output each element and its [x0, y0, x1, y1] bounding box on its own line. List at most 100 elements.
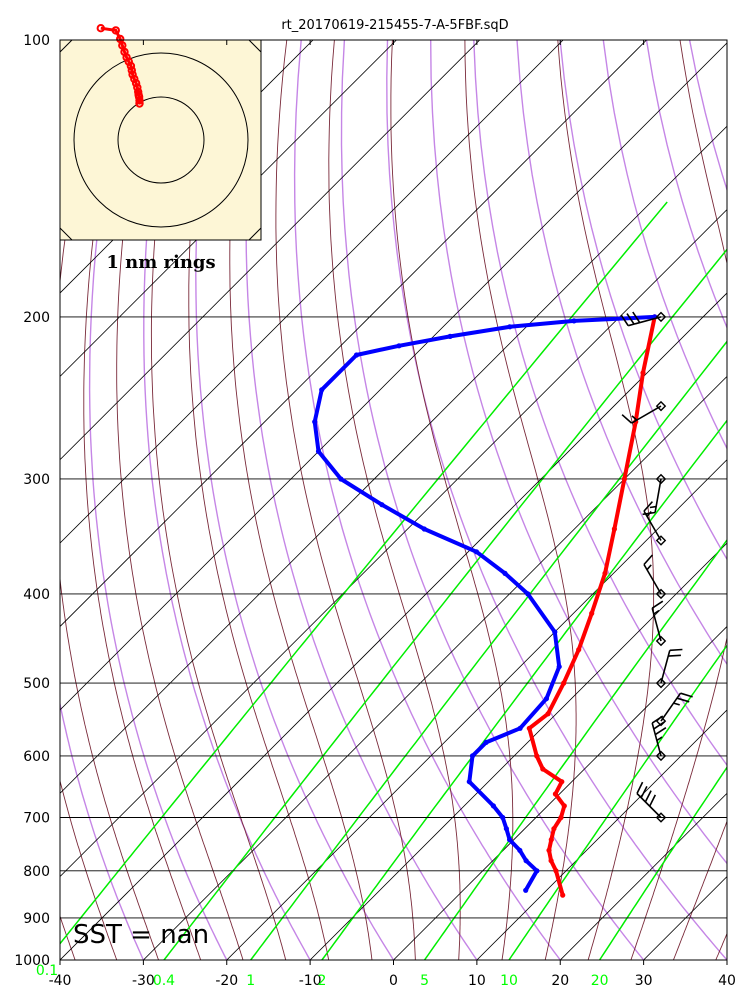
wind-barb — [651, 715, 667, 762]
dewpoint-point — [490, 803, 496, 809]
dewpoint-point — [473, 549, 480, 555]
isotherm — [559, 792, 727, 960]
wind-barb — [643, 554, 667, 600]
dry-adiabat — [473, 40, 727, 767]
temperature-point — [589, 610, 595, 617]
dewpoint-point — [396, 343, 402, 349]
dewpoint-point — [571, 318, 577, 324]
pressure-tick-label: 800 — [23, 864, 50, 880]
temperature-tick-label: -20 — [215, 973, 238, 989]
dewpoint-point — [502, 570, 508, 577]
moist-adiabat — [60, 40, 118, 960]
temperature-point — [545, 711, 551, 717]
temperature-point — [546, 847, 552, 853]
hodograph-point — [135, 96, 144, 105]
moist-adiabat — [464, 40, 577, 960]
temperature-point — [576, 647, 582, 653]
temperature-axis: -40 -30 -20 -10 0 10 20 30 40 — [49, 40, 736, 989]
dewpoint-point — [552, 629, 558, 635]
isotherm — [60, 125, 727, 794]
isotherm — [60, 42, 727, 711]
moist-adiabat — [715, 932, 727, 960]
hodograph-point — [126, 61, 136, 71]
mixing-ratio-label: 5 — [420, 973, 429, 989]
isotherm — [60, 40, 481, 461]
inset-ring-label: 1 nm rings — [106, 252, 215, 273]
pressure-axis: 100 200 300 400 500 600 700 800 900 1000 — [14, 33, 50, 969]
dry-adiabat — [516, 40, 727, 666]
dewpoint-point — [312, 419, 318, 425]
dewpoint-point — [421, 526, 427, 532]
moist-adiabat — [390, 40, 514, 960]
wind-barb — [636, 781, 667, 823]
wind-barb — [620, 311, 667, 327]
temperature-point — [640, 370, 646, 376]
moist-adiabat — [83, 40, 202, 960]
pressure-tick-label: 400 — [23, 587, 50, 603]
isotherm — [392, 625, 727, 960]
temperature-point — [621, 476, 628, 482]
dewpoint-point — [507, 837, 513, 843]
pressure-tick-label: 200 — [23, 310, 50, 326]
mixing-ratio-label: 0.1 — [36, 963, 58, 979]
temperature-point — [561, 803, 567, 809]
temperature-profile-line — [527, 314, 657, 898]
temperature-point — [551, 826, 557, 832]
dewpoint-point — [507, 324, 513, 330]
isotherm — [476, 709, 727, 960]
dewpoint-point — [500, 814, 506, 821]
plot-area: 1 nm rings — [0, 20, 750, 980]
temperature-tick-label: 20 — [551, 973, 569, 989]
chart-title: rt_20170619-215455-7-A-5FBF.sqD — [281, 18, 508, 33]
temperature-point — [526, 725, 532, 731]
temperature-point — [559, 779, 565, 785]
pressure-tick-label: 100 — [23, 33, 50, 49]
dry-adiabat — [559, 40, 727, 561]
range-ring-inner — [117, 96, 205, 184]
mixing-ratio-label: 20 — [591, 973, 609, 989]
pressure-tick-label: 300 — [23, 472, 50, 488]
inset-background — [59, 39, 262, 241]
dry-adiabat — [688, 40, 727, 192]
moist-adiabat — [275, 40, 416, 960]
dewpoint-point — [379, 502, 385, 508]
dry-adiabat — [88, 40, 228, 960]
hodograph-point — [133, 83, 142, 92]
temperature-point — [552, 791, 559, 797]
isotherm — [60, 209, 727, 878]
mixing-ratio-label: 2 — [317, 973, 326, 989]
temperature-point — [611, 526, 618, 532]
mixing-ratio-axis: 0.1 0.4 1 2 5 10 20 — [36, 963, 609, 989]
dewpoint-point — [534, 868, 540, 874]
dry-adiabat — [386, 40, 727, 960]
dewpoint-point — [517, 847, 523, 853]
pressure-tick-label: 700 — [23, 810, 50, 826]
isotherm — [60, 40, 648, 628]
dewpoint-point — [447, 333, 453, 339]
moist-adiabat — [630, 40, 727, 960]
hodograph-point — [131, 79, 141, 88]
dewpoint-point — [319, 387, 325, 393]
temperature-point — [602, 570, 608, 577]
dewpoint-point — [315, 448, 322, 454]
hodograph-point — [96, 24, 106, 33]
dewpoint-point — [523, 858, 529, 864]
mixing-ratio-label: 0.4 — [153, 973, 175, 989]
moist-adiabat — [0, 20, 41, 980]
temperature-point — [558, 814, 564, 821]
dewpoint-point — [556, 664, 562, 670]
dewpoint-point — [483, 739, 489, 746]
temperature-tick-label: -30 — [132, 973, 155, 989]
sst-label: SST = nan — [73, 920, 209, 950]
hodograph-point — [135, 99, 144, 108]
pressure-tick-label: 600 — [23, 749, 50, 765]
temperature-point — [560, 892, 566, 898]
temperature-tick-label: -10 — [299, 973, 322, 989]
moist-adiabat — [672, 820, 727, 960]
hodograph-point — [111, 26, 121, 35]
dry-adiabat — [733, 40, 750, 980]
dewpoint-point — [466, 779, 472, 785]
dewpoint-point — [338, 476, 344, 482]
mixing-ratio-label: 10 — [500, 973, 518, 989]
